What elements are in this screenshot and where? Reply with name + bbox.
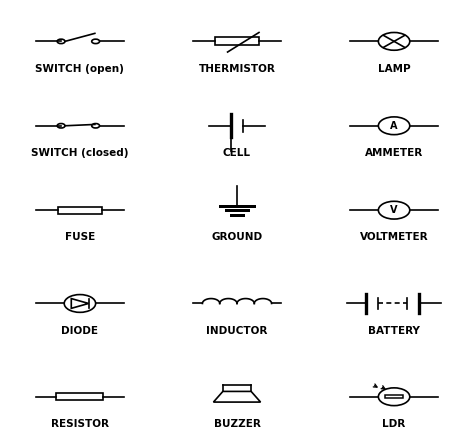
Text: V: V [390,205,398,215]
Text: A: A [390,121,398,131]
Text: VOLTMETER: VOLTMETER [360,232,428,242]
Text: SWITCH (open): SWITCH (open) [36,63,124,74]
FancyBboxPatch shape [385,396,403,398]
Text: INDUCTOR: INDUCTOR [206,326,268,336]
Text: BUZZER: BUZZER [214,419,260,429]
Text: GROUND: GROUND [211,232,263,242]
FancyBboxPatch shape [56,393,103,401]
Text: SWITCH (closed): SWITCH (closed) [31,148,128,158]
Text: AMMETER: AMMETER [365,148,423,158]
Circle shape [57,123,65,128]
Circle shape [91,39,100,44]
Text: DIODE: DIODE [62,326,99,336]
FancyBboxPatch shape [215,38,259,45]
Text: LAMP: LAMP [378,63,410,74]
Polygon shape [213,392,261,402]
Circle shape [64,295,96,312]
FancyBboxPatch shape [58,207,102,214]
Circle shape [378,201,410,219]
Polygon shape [71,299,89,308]
Text: FUSE: FUSE [65,232,95,242]
Circle shape [91,123,100,128]
Text: CELL: CELL [223,148,251,158]
Text: BATTERY: BATTERY [368,326,420,336]
Circle shape [378,117,410,135]
Text: RESISTOR: RESISTOR [51,419,109,429]
Text: THERMISTOR: THERMISTOR [199,63,275,74]
Circle shape [378,33,410,50]
Circle shape [57,39,65,44]
Circle shape [378,388,410,405]
Text: LDR: LDR [383,419,406,429]
